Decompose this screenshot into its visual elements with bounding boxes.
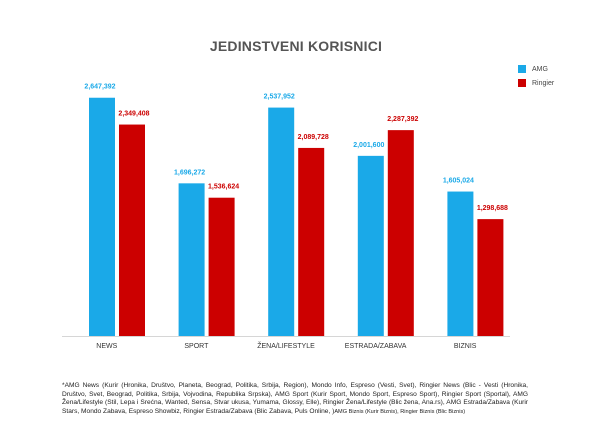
data-label-amg-news: 2,647,392 [84, 84, 115, 91]
footnote: *AMG News (Kurir (Hronika, Društvo, Plan… [62, 382, 528, 416]
bar-ringier-sport [208, 197, 235, 336]
bar-amg-biznis [447, 191, 474, 336]
bar-ringier-ena-lifestyle [298, 147, 325, 336]
x-tick-label-estrada-zabava: ESTRADA/ZABAVA [345, 343, 407, 350]
bar-ringier-biznis [477, 219, 504, 336]
legend-item-amg: AMG [518, 62, 554, 76]
data-label-ringier-biznis: 1,298,688 [477, 205, 508, 212]
data-label-ringier-estrada-zabava: 2,287,392 [387, 116, 418, 123]
bar-amg-estrada-zabava [357, 155, 384, 336]
chart-title: JEDINSTVENI KORISNICI [209, 38, 383, 54]
bar-amg-sport [178, 183, 205, 336]
x-tick-label-sport: SPORT [184, 343, 209, 350]
legend: AMG Ringier [518, 62, 554, 90]
data-label-ringier-sport: 1,536,624 [208, 184, 239, 191]
x-tick-label-ena-lifestyle: ŽENA/LIFESTYLE [257, 341, 315, 350]
bar-amg-news [89, 97, 115, 337]
bar-ringier-estrada-zabava [387, 130, 414, 336]
legend-swatch-amg [518, 65, 526, 73]
footnote-tail: AMG Biznis (Kurir Biznis), Ringier Bizni… [334, 408, 466, 415]
legend-item-ringier: Ringier [518, 76, 554, 90]
data-label-amg-estrada-zabava: 2,001,600 [353, 142, 384, 149]
footnote-main: *AMG News (Kurir (Hronika, Društvo, Plan… [62, 382, 528, 415]
x-tick-label-news: NEWS [96, 343, 117, 350]
legend-swatch-ringier [518, 79, 526, 87]
data-label-amg-sport: 1,696,272 [174, 169, 205, 176]
data-label-amg-biznis: 1,605,024 [443, 178, 474, 185]
x-tick-label-biznis: BIZNIS [454, 343, 477, 350]
data-label-ringier-ena-lifestyle: 2,089,728 [298, 134, 329, 141]
data-label-ringier-news: 2,349,408 [118, 111, 149, 118]
legend-label-amg: AMG [532, 65, 548, 73]
bar-amg-ena-lifestyle [268, 107, 295, 336]
data-label-amg-ena-lifestyle: 2,537,952 [264, 94, 295, 101]
bar-ringier-news [119, 124, 145, 336]
legend-label-ringier: Ringier [532, 79, 555, 87]
